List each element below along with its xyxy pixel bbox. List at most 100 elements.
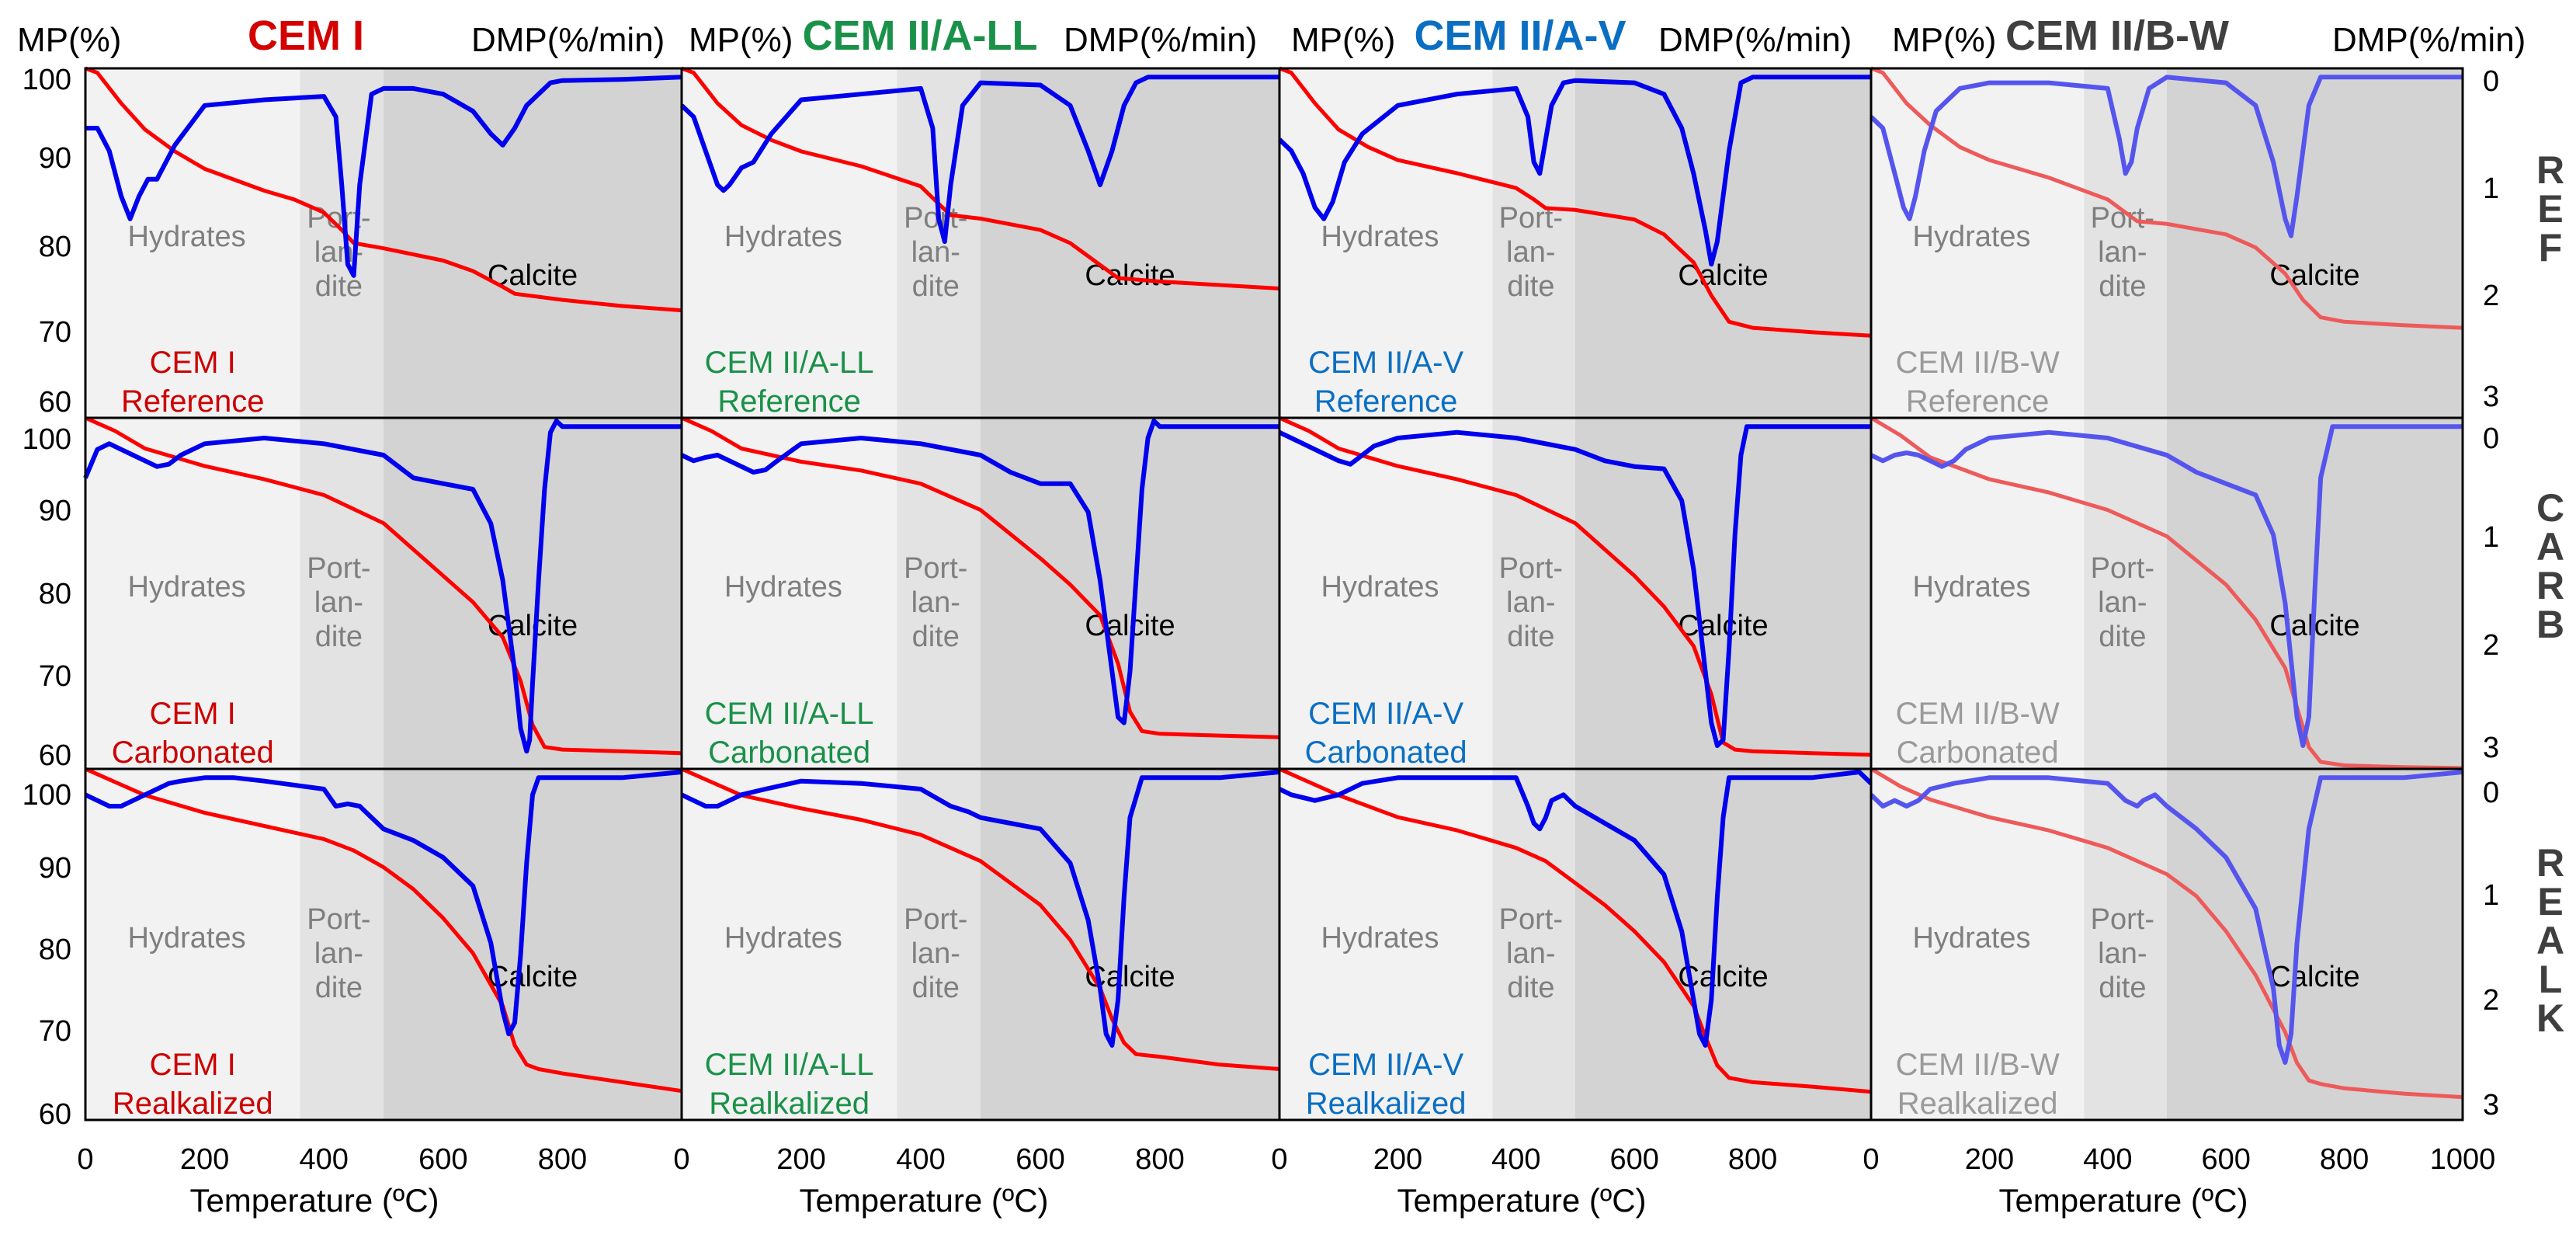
zone-portlandite <box>897 68 981 418</box>
dmp-curve <box>679 75 1279 244</box>
mp-tick: 60 <box>39 739 71 772</box>
mp-tick: 90 <box>39 142 71 175</box>
x-tick: 800 <box>538 1143 587 1176</box>
x-tick: 1000 <box>2430 1143 2496 1176</box>
zone-portlandite <box>1492 68 1575 418</box>
zone-label-portlandite: Port-lan-dite <box>904 903 967 1004</box>
dmp-tick: 1 <box>2483 879 2499 912</box>
zone-label-portlandite: Port-lan-dite <box>1499 552 1563 653</box>
zone-portlandite <box>897 769 981 1120</box>
dmp-curve <box>680 419 1279 725</box>
zone-label-hydrates: Hydrates <box>1913 221 2031 253</box>
dmp-ticks-carb: 0 1 2 3 <box>2483 423 2499 764</box>
zone-portlandite <box>300 769 384 1120</box>
dmp-curve <box>1278 424 1871 748</box>
x-tick: 400 <box>2083 1143 2132 1176</box>
row-label-ref: REF <box>2536 148 2564 270</box>
mp-curve <box>85 66 682 313</box>
row-label-letter: R <box>2536 564 2564 607</box>
zone-hydrates <box>85 68 300 418</box>
x-tick: 800 <box>1728 1143 1777 1176</box>
dmp-axis-label-col-3: DMP(%/min) <box>1658 21 1852 59</box>
zone-label-hydrates: Hydrates <box>128 221 246 253</box>
zone-hydrates <box>1279 769 1493 1120</box>
mp-axis-label-col-1: MP(%) <box>17 21 121 59</box>
mp-curve <box>1278 416 1872 757</box>
dmp-curve <box>1870 424 2463 748</box>
column-title-cem-i: CEM I <box>248 12 364 59</box>
dmp-tick: 2 <box>2483 984 2499 1017</box>
zone-label-hydrates: Hydrates <box>1913 922 2031 955</box>
zone-label-portlandite: Port-lan-dite <box>1499 903 1563 1004</box>
mp-curve <box>1278 767 1872 1094</box>
zone-label-hydrates: Hydrates <box>724 922 842 955</box>
zone-hydrates <box>682 769 897 1120</box>
mp-axis-label-col-3: MP(%) <box>1291 21 1395 59</box>
zone-hydrates <box>682 418 897 769</box>
x-tick: 600 <box>2201 1143 2250 1176</box>
row-label-letter: A <box>2536 525 2564 569</box>
zone-label-portlandite: Port-lan-dite <box>2091 202 2154 303</box>
mp-curve <box>84 767 682 1094</box>
mp-tick: 100 <box>23 64 71 96</box>
zone-portlandite <box>2084 418 2167 769</box>
dmp-curve <box>1869 770 2463 1065</box>
mp-curve <box>1870 416 2463 770</box>
zone-label-calcite: Calcite <box>2269 961 2359 993</box>
mp-tick: 60 <box>39 386 71 419</box>
zone-label-hydrates: Hydrates <box>1913 571 2031 603</box>
zone-label-portlandite: Port-lan-dite <box>904 552 967 653</box>
column-title-cem-ii-a-v: CEM II/A-V <box>1414 12 1626 59</box>
x-tick: 800 <box>1135 1143 1184 1176</box>
dmp-tick: 3 <box>2483 732 2499 764</box>
row-label-letter: C <box>2536 486 2564 530</box>
zone-label-portlandite: Port-lan-dite <box>904 202 967 303</box>
dmp-tick: 2 <box>2483 280 2499 312</box>
mp-tick: 70 <box>39 1015 71 1048</box>
dmp-tick: 1 <box>2483 521 2499 554</box>
zone-label-calcite: Calcite <box>2269 259 2359 292</box>
mp-curve <box>680 767 1280 1071</box>
row-label-letter: K <box>2536 996 2564 1040</box>
x-axis-title-col-3: Temperature (ºC) <box>1397 1182 1646 1219</box>
row-label-letter: L <box>2539 958 2563 1001</box>
dmp-tick: 3 <box>2483 1089 2499 1122</box>
zone-portlandite <box>897 418 981 769</box>
sample-annotation: CEM II/A-LL Carbonated <box>705 697 874 770</box>
zone-label-portlandite: Port-lan-dite <box>307 202 370 303</box>
zone-label-calcite: Calcite <box>488 961 578 993</box>
zone-label-portlandite: Port-lan-dite <box>307 903 370 1004</box>
x-tick: 200 <box>1965 1143 2014 1176</box>
zone-portlandite <box>1492 418 1575 769</box>
row-label-letter: B <box>2536 603 2564 646</box>
mp-curve <box>681 66 1280 290</box>
sample-annotation: CEM II/A-LL Realkalized <box>705 1048 874 1121</box>
row-label-letter: F <box>2539 226 2563 270</box>
mp-tick: 80 <box>39 934 71 966</box>
mp-tick: 70 <box>39 316 71 349</box>
x-tick: 600 <box>418 1143 467 1176</box>
mp-axis-label-col-2: MP(%) <box>689 21 793 59</box>
dmp-tick: 3 <box>2483 381 2499 413</box>
dmp-curve <box>85 75 682 278</box>
mp-axis-label-col-4: MP(%) <box>1892 21 1996 59</box>
dmp-tick: 2 <box>2483 629 2499 662</box>
zone-label-portlandite: Port-lan-dite <box>2091 552 2154 653</box>
zone-calcite <box>981 68 1279 418</box>
dmp-tick: 0 <box>2483 65 2499 98</box>
dmp-axis-label-col-1: DMP(%/min) <box>471 21 665 59</box>
x-tick: 200 <box>776 1143 825 1176</box>
panel-ref-4: Hydrates Port-lan-dite Calcite CEM II/B-W Re… <box>1869 66 2464 419</box>
zone-portlandite <box>300 418 384 769</box>
zone-label-portlandite: Port-lan-dite <box>2091 903 2154 1004</box>
zone-hydrates <box>1871 68 2085 418</box>
mp-ticks-ref: 100 90 80 70 60 <box>23 64 71 419</box>
zone-portlandite <box>2084 769 2167 1120</box>
sample-annotation: CEM I Carbonated <box>112 697 274 770</box>
zone-label-portlandite: Port-lan-dite <box>1499 202 1563 303</box>
